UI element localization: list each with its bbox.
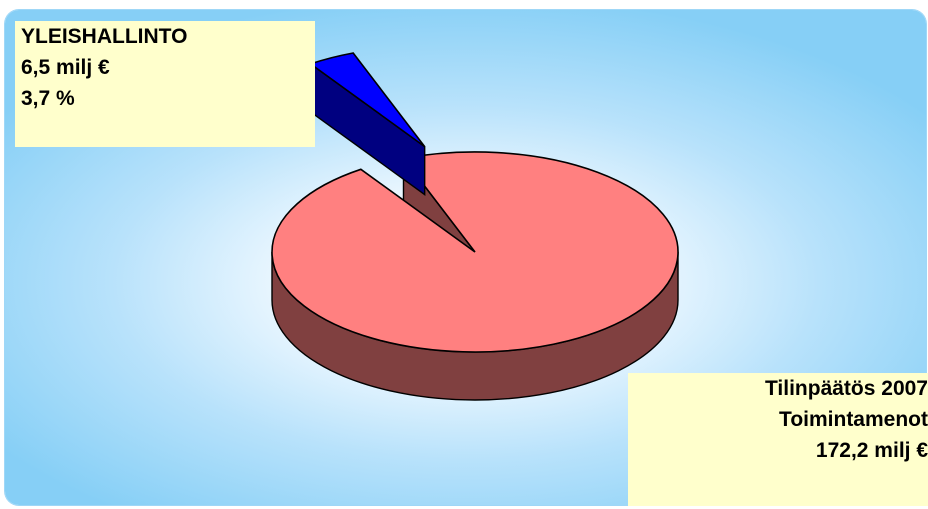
pie-slice-main	[271, 151, 679, 353]
slice-label-percent: 3,7 %	[21, 87, 75, 110]
slice-label-name: YLEISHALLINTO	[21, 25, 188, 48]
total-label-subtitle: Toimintamenot	[779, 408, 928, 431]
total-label-title: Tilinpäätös 2007	[764, 377, 928, 400]
total-label-amount: 172,2 milj €	[815, 439, 928, 462]
slice-label-yleishallinto: YLEISHALLINTO 6,5 milj € 3,7 %	[15, 21, 315, 147]
total-label: Tilinpäätös 2007 Toimintamenot 172,2 mil…	[628, 373, 928, 506]
slice-label-amount: 6,5 milj €	[21, 56, 110, 79]
